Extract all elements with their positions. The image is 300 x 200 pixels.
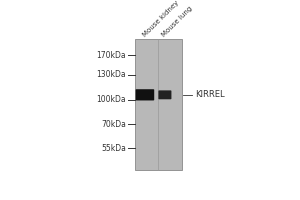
Text: 55kDa: 55kDa	[101, 144, 126, 153]
Bar	[135, 39, 182, 170]
Text: Mouse lung: Mouse lung	[161, 5, 194, 38]
Text: 170kDa: 170kDa	[96, 51, 126, 60]
Text: 70kDa: 70kDa	[101, 120, 126, 129]
FancyBboxPatch shape	[158, 90, 171, 99]
FancyBboxPatch shape	[136, 89, 154, 100]
Text: Mouse kidney: Mouse kidney	[142, 0, 180, 38]
Text: 130kDa: 130kDa	[96, 70, 126, 79]
Text: KIRREL: KIRREL	[196, 90, 225, 99]
Text: 100kDa: 100kDa	[96, 95, 126, 104]
